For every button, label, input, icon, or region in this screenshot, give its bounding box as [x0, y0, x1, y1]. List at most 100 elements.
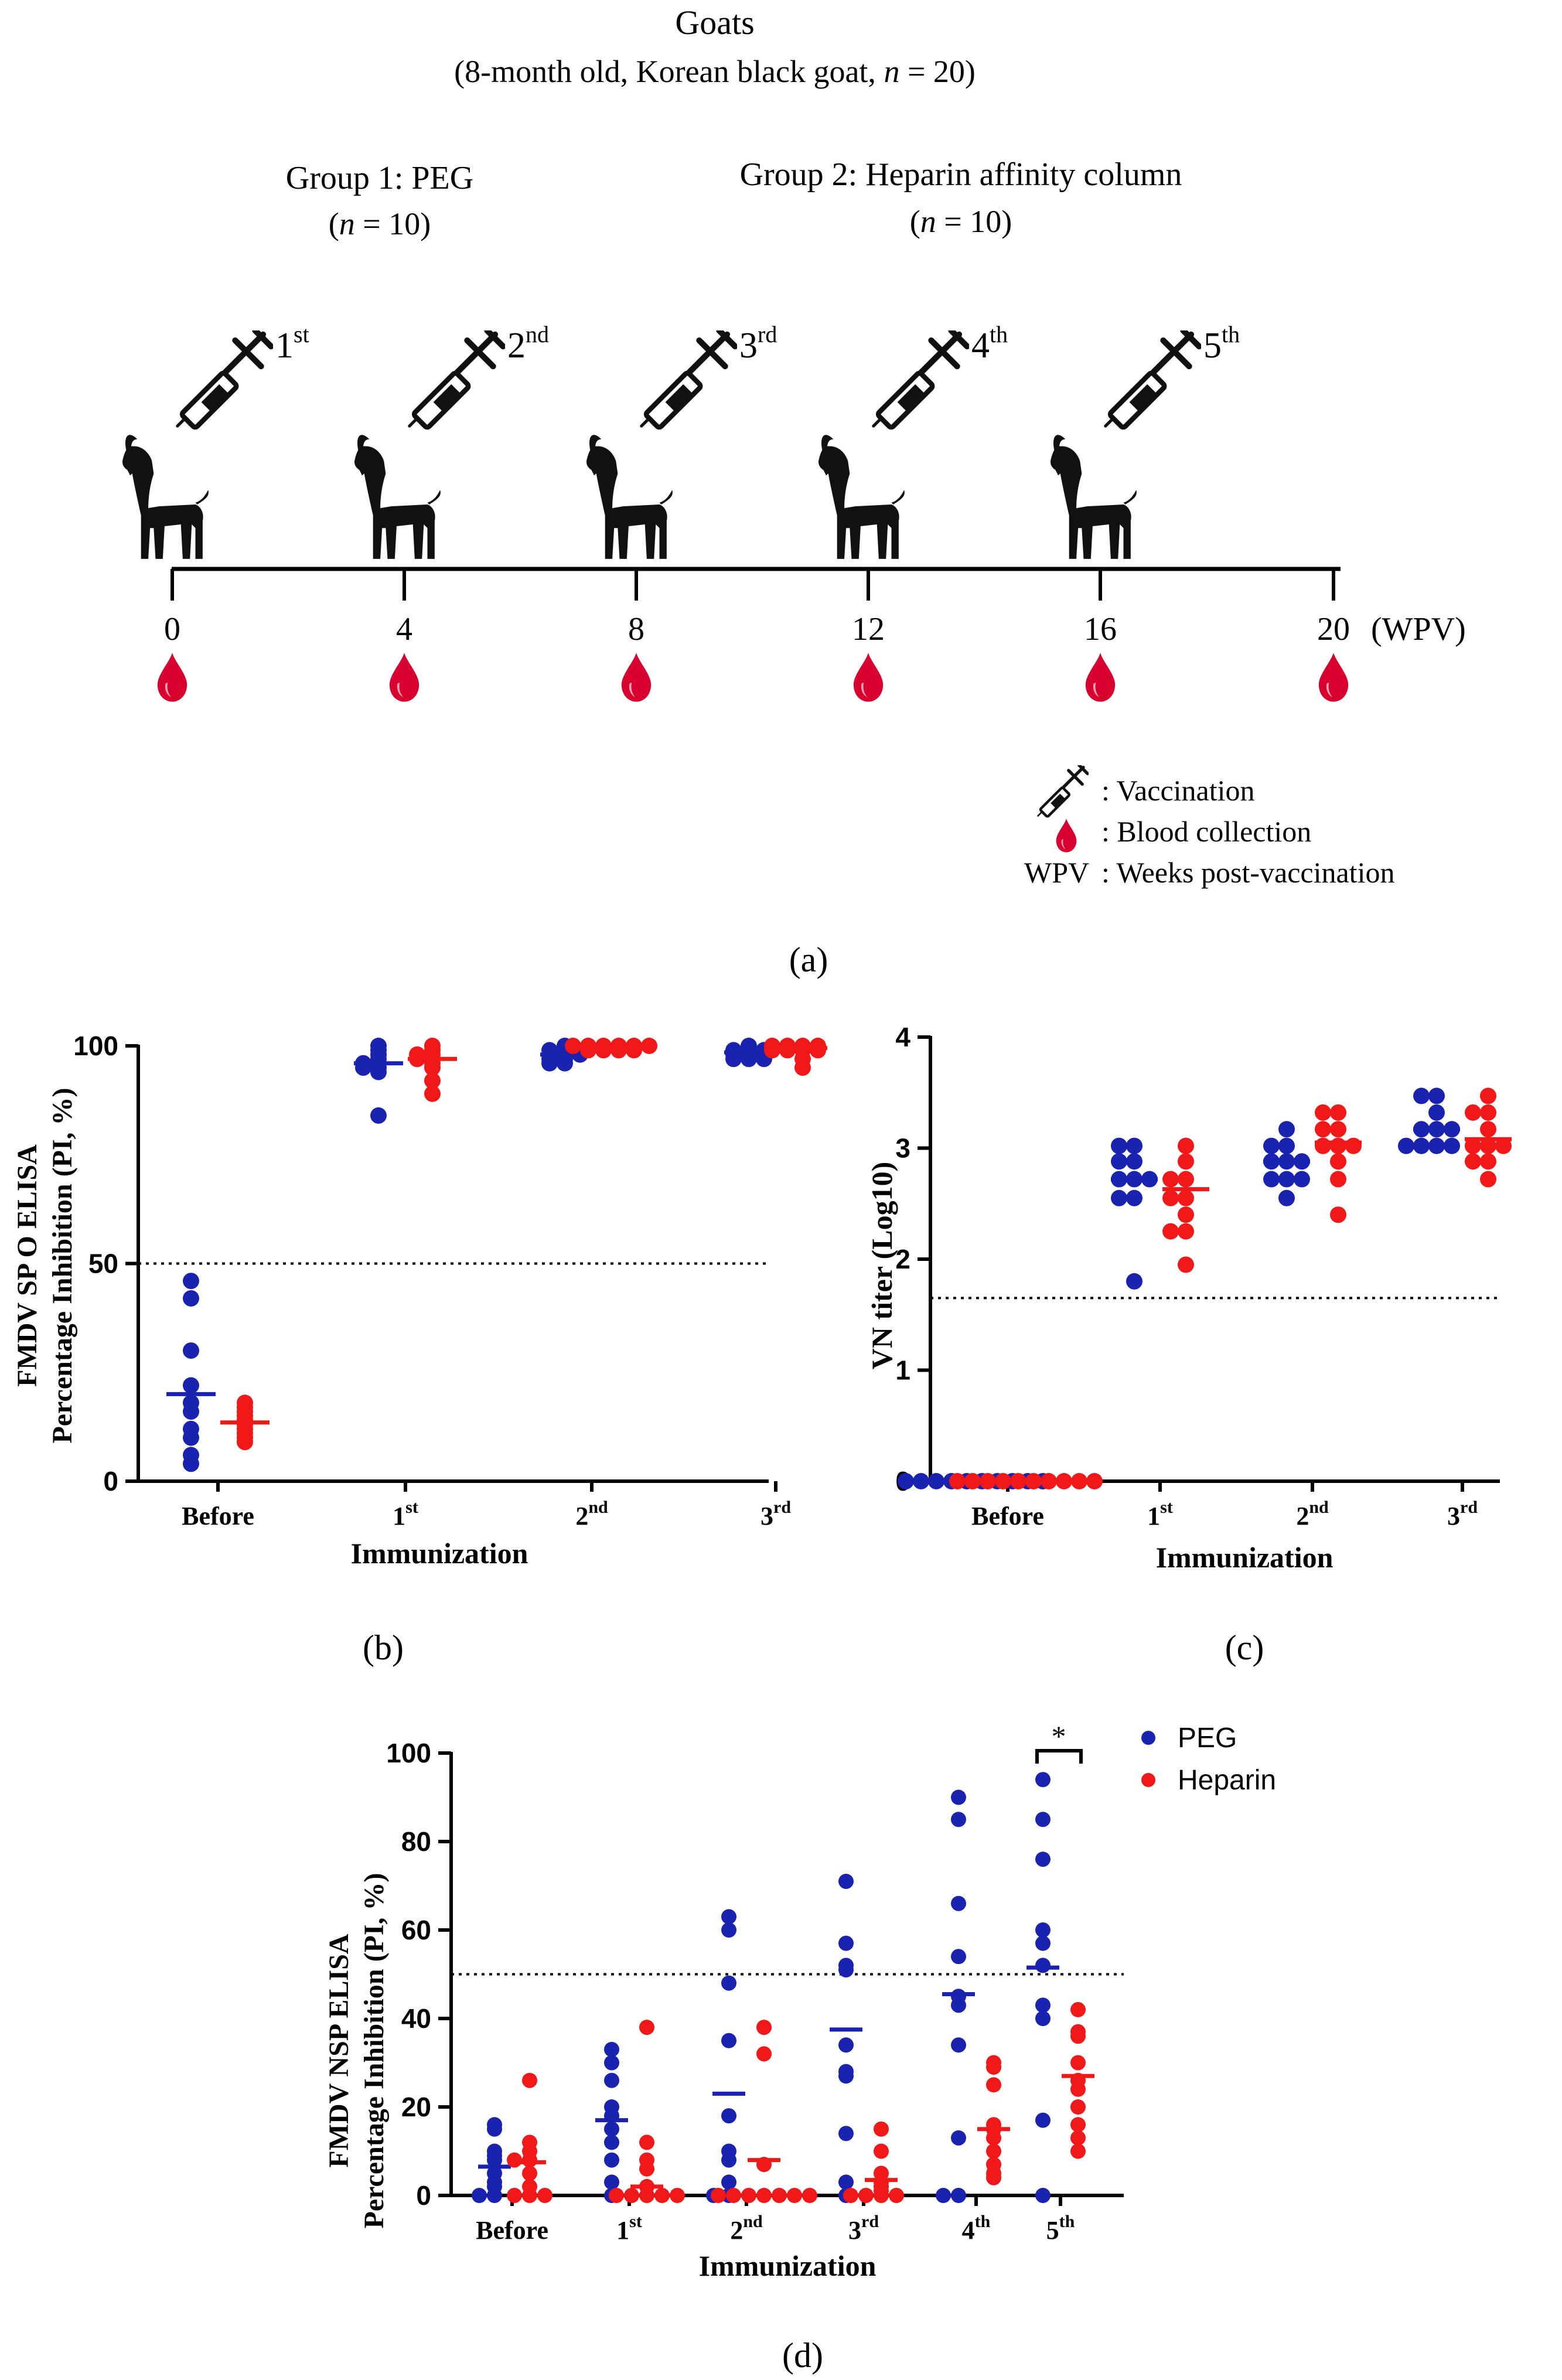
d-point	[802, 2188, 817, 2203]
c-point	[949, 1473, 966, 1489]
c-point	[1428, 1104, 1445, 1121]
d-point	[487, 2121, 502, 2137]
c-x-tick-label: 1st	[1147, 1498, 1173, 1530]
c-point	[1480, 1121, 1496, 1138]
goat-icon	[122, 435, 209, 559]
d-point	[951, 2130, 966, 2146]
legend-wpv-key: WPV	[1024, 856, 1089, 889]
d-point	[721, 1975, 736, 1991]
c-x-tick-label: 2nd	[1296, 1498, 1329, 1530]
d-xlabel: Immunization	[699, 2249, 877, 2282]
d-point	[1035, 1997, 1051, 2013]
d-point	[711, 2188, 726, 2203]
group1-size: (n = 10)	[329, 206, 431, 241]
b-point	[183, 1273, 199, 1290]
dose-label: 3rd	[739, 321, 777, 366]
d-point	[721, 2033, 736, 2048]
d-point	[522, 2188, 537, 2203]
legend-blood: : Blood collection	[1101, 815, 1311, 848]
c-point	[1465, 1153, 1481, 1170]
c-point	[1178, 1153, 1194, 1170]
c-point	[1315, 1121, 1331, 1138]
vaccination-doses: 1st 2nd 3rd 4th 5th	[122, 321, 1240, 559]
c-xlabel: Immunization	[1156, 1541, 1334, 1574]
d-x-tick-label: 1st	[616, 2212, 642, 2245]
d-point	[772, 2188, 787, 2203]
d-point	[858, 2188, 874, 2203]
b-point	[779, 1042, 796, 1059]
d-point	[639, 2020, 654, 2035]
c-point	[1480, 1104, 1496, 1121]
c-point	[1480, 1087, 1496, 1104]
d-point	[507, 2152, 522, 2168]
d-point	[1070, 2143, 1086, 2159]
d-point	[1035, 1958, 1051, 1973]
d-point	[639, 2135, 654, 2150]
c-point	[1126, 1153, 1142, 1170]
cohort-subtitle: (8-month old, Korean black goat, n = 20)	[454, 54, 976, 89]
d-point	[721, 1909, 736, 1925]
b-point	[183, 1429, 199, 1446]
d-point	[604, 2041, 619, 2057]
c-point	[1315, 1104, 1331, 1121]
b-point	[764, 1042, 780, 1059]
b-axes: 0 50 100 Before 1st 2nd 3rd	[73, 1031, 791, 1530]
b-point	[424, 1059, 441, 1076]
d-y-tick-label: 60	[401, 1915, 431, 1945]
dose-label: 5th	[1203, 321, 1240, 366]
c-point	[1330, 1104, 1346, 1121]
c-point	[1428, 1137, 1445, 1154]
dose-label: 4th	[971, 321, 1008, 366]
b-point	[424, 1072, 441, 1089]
d-point	[986, 2143, 1001, 2159]
d-point	[604, 2135, 619, 2150]
b-point	[580, 1042, 596, 1059]
panel-c-chart: 01234Before1st2nd3rd VN titer (Log10) Im…	[865, 1022, 1512, 1667]
b-point	[794, 1059, 811, 1076]
d-point	[487, 2188, 502, 2203]
panel-d-chart: 0 20 40 60 80 100 Before 1st 2nd 3rd 4th 5th FMDV N…	[323, 1720, 1276, 2375]
d-point	[1070, 2001, 1086, 2017]
legend-heparin-label: Heparin	[1178, 1765, 1276, 1796]
d-point	[1035, 1852, 1051, 1867]
d-point	[838, 2068, 854, 2084]
panel-c-label: (c)	[1225, 1628, 1264, 1667]
c-point	[1126, 1189, 1142, 1206]
b-point	[237, 1434, 253, 1451]
c-x-tick-label: Before	[971, 1502, 1044, 1530]
d-point	[756, 2046, 772, 2062]
d-point	[936, 2188, 951, 2203]
d-point	[1070, 2028, 1086, 2044]
goat-icon	[818, 435, 905, 559]
legend-heparin-marker	[1141, 1773, 1155, 1787]
d-point	[604, 2152, 619, 2168]
dose-label: 2nd	[507, 321, 549, 366]
d-point	[951, 2037, 966, 2053]
b-point	[641, 1038, 657, 1054]
b-ylabel-line1: FMDV SP O ELISA	[12, 1144, 43, 1387]
d-point	[1070, 2130, 1086, 2146]
d-point	[670, 2188, 685, 2203]
d-point	[843, 2188, 858, 2203]
d-significance-bracket	[1035, 1749, 1083, 1764]
c-point	[1294, 1171, 1310, 1188]
d-point	[1070, 2081, 1086, 2097]
b-point	[370, 1063, 387, 1080]
b-y-tick-label: 50	[88, 1249, 118, 1279]
d-point	[604, 2072, 619, 2088]
d-x-tick-label: 4th	[962, 2212, 991, 2245]
d-point	[951, 1997, 966, 2013]
b-y-tick-label: 0	[103, 1466, 118, 1496]
d-ylabel-line2: Percentage Inhibition (PI, %)	[359, 1873, 390, 2228]
d-point	[639, 2161, 654, 2177]
d-point	[838, 1873, 854, 1889]
panel-a-label: (a)	[789, 940, 828, 979]
dose-label: 1st	[275, 321, 309, 366]
d-point	[838, 2037, 854, 2053]
c-point	[1330, 1171, 1346, 1188]
c-point	[1162, 1189, 1179, 1206]
syringe-icon	[1038, 765, 1088, 817]
timeline-tick-label: 0	[164, 611, 180, 647]
d-point	[889, 2188, 904, 2203]
c-y-tick-label: 2	[895, 1244, 910, 1274]
